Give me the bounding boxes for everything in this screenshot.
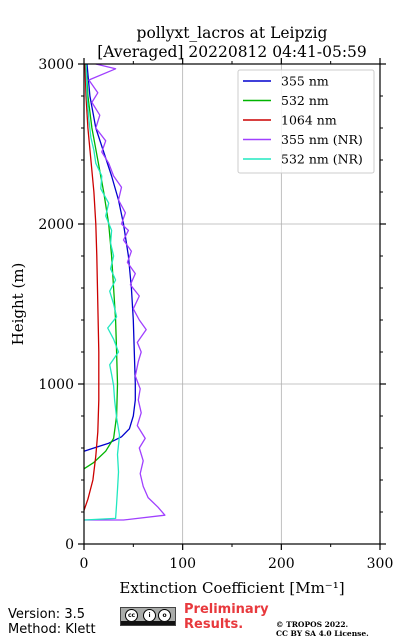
tick-marks: [78, 58, 386, 550]
x-tick-label: 300: [367, 556, 394, 572]
series-line-3: [84, 63, 166, 521]
preliminary-line-1: Preliminary: [184, 602, 269, 617]
preliminary-line-2: Results.: [184, 617, 244, 632]
preliminary-results-note: Preliminary Results.: [184, 602, 269, 632]
series-group: [83, 63, 166, 521]
copyright-line-1: © TROPOS 2022.: [276, 620, 349, 629]
series-line-0: [83, 63, 136, 452]
x-tick-labels: 0 100 200 300: [80, 556, 394, 572]
x-tick-label: 200: [268, 556, 295, 572]
legend-box: [237, 69, 375, 174]
copyright-note: © TROPOS 2022. CC BY SA 4.0 License.: [276, 620, 369, 638]
y-tick-label: 0: [65, 537, 74, 553]
y-tick-labels: 0 1000 2000 3000: [38, 57, 74, 553]
cc-by-sa-icon: cc i o: [120, 607, 176, 626]
series-line-2: [83, 63, 100, 511]
series-line-4: [83, 63, 121, 521]
legend-label-2: 1064 nm: [281, 113, 337, 128]
sa-circle-icon: o: [158, 609, 171, 622]
y-axis-label: Height (m): [9, 263, 27, 346]
x-tick-label: 0: [80, 556, 89, 572]
y-tick-label: 1000: [38, 377, 74, 393]
copyright-line-2: CC BY SA 4.0 License.: [276, 629, 369, 638]
legend-label-1: 532 nm: [281, 93, 329, 108]
x-axis-label: Extinction Coefficient [Mm⁻¹]: [119, 579, 344, 597]
license-strip: [121, 621, 175, 625]
series-line-1: [83, 63, 119, 470]
y-tick-label: 3000: [38, 57, 74, 73]
version-text: Version: 3.5: [8, 607, 85, 622]
y-tick-label: 2000: [38, 217, 74, 233]
chart-title: pollyxt_lacros at Leipzig: [137, 24, 328, 42]
legend: 355 nm 532 nm 1064 nm 355 nm (NR) 532 nm (NR…: [237, 69, 375, 174]
chart-subtitle: [Averaged] 20220812 04:41-05:59: [97, 43, 367, 61]
legend-label-3: 355 nm (NR): [281, 132, 363, 147]
method-text: Method: Klett: [8, 622, 96, 637]
legend-label-4: 532 nm (NR): [281, 152, 363, 167]
legend-label-0: 355 nm: [281, 74, 329, 89]
extinction-profile-chart: pollyxt_lacros at Leipzig [Averaged] 202…: [9, 24, 394, 597]
x-tick-label: 100: [169, 556, 196, 572]
